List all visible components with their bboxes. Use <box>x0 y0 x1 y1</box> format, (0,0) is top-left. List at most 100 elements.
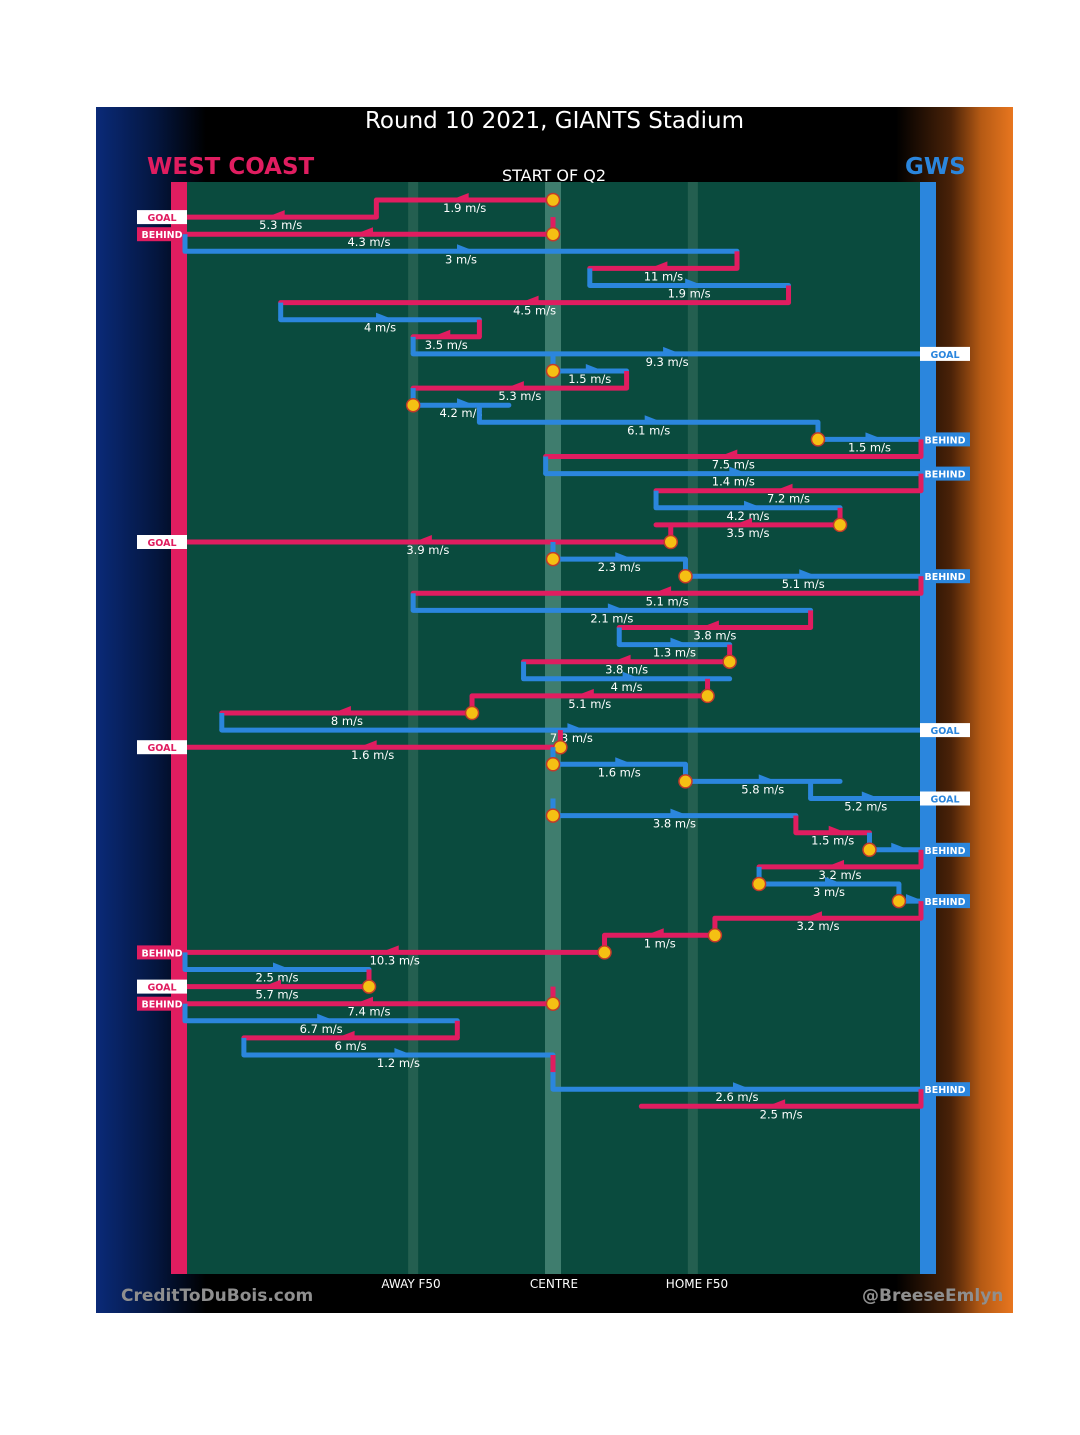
stoppage-marker <box>751 876 767 892</box>
chain-arrow <box>575 688 594 696</box>
chain-arrow <box>905 894 924 902</box>
result-badge <box>920 346 970 361</box>
result-label: BEHIND <box>141 948 182 959</box>
chain-arrow <box>607 603 626 611</box>
chain-arrow <box>432 329 451 337</box>
chain-arrow <box>332 706 351 713</box>
chain-arrow <box>685 278 704 286</box>
speed-label: 4.3 m/s <box>347 235 390 249</box>
chain-arrow <box>891 842 910 850</box>
stoppage-marker <box>707 928 723 943</box>
speed-label: 1.5 m/s <box>848 440 891 454</box>
result-label: BEHIND <box>141 230 182 241</box>
result-label: BEHIND <box>924 470 965 481</box>
speed-label: 6 m/s <box>335 1039 367 1053</box>
chain-arrow <box>263 979 281 987</box>
speed-label: 1 m/s <box>644 936 676 950</box>
result-label: BEHIND <box>924 435 965 446</box>
chain-arrow <box>457 398 475 406</box>
stoppage-marker <box>832 517 848 533</box>
chain-arrow <box>719 449 738 457</box>
result-badge <box>920 1082 970 1097</box>
credit-right: @BreeseEmlyn <box>862 1286 1004 1306</box>
chain-arrow <box>266 210 285 218</box>
chain-arrow <box>767 1099 786 1107</box>
speed-label: 3 m/s <box>813 885 845 899</box>
chain-arrow <box>653 586 672 594</box>
stoppage-marker <box>545 226 561 242</box>
stoppage-marker <box>545 757 561 772</box>
result-badge <box>920 842 970 857</box>
chain-arrow <box>644 415 663 423</box>
result-badge <box>920 723 970 738</box>
result-badge <box>920 894 970 909</box>
chain-arrow <box>567 723 586 731</box>
zone-label-centre: CENTRE <box>529 1277 579 1291</box>
chain-arrow <box>355 227 373 235</box>
chain-arrow <box>505 381 524 389</box>
speed-label: 1.2 m/s <box>377 1056 420 1070</box>
stoppage-marker <box>464 705 480 721</box>
chain-arrow <box>861 791 880 799</box>
speed-label: 5.1 m/s <box>782 577 825 591</box>
chain-arrow <box>380 945 399 953</box>
stoppage-marker <box>545 363 561 379</box>
speed-label: 5.7 m/s <box>255 988 298 1002</box>
result-label: BEHIND <box>924 1085 965 1096</box>
speed-label: 1.6 m/s <box>351 748 394 762</box>
chain-arrow <box>273 962 291 970</box>
speed-label: 5.2 m/s <box>844 800 887 814</box>
stoppage-marker <box>545 996 561 1011</box>
speed-label: 1.5 m/s <box>811 834 854 848</box>
speed-label: 4.5 m/s <box>513 304 556 318</box>
speed-label: 2.6 m/s <box>715 1090 758 1104</box>
speed-label: 3.9 m/s <box>406 543 449 557</box>
chain-arrow <box>670 637 689 645</box>
result-label: GOAL <box>930 350 959 361</box>
chain-arrow <box>744 500 763 508</box>
speed-label: 3.2 m/s <box>819 868 862 882</box>
speed-label: 3 m/s <box>445 252 477 266</box>
speed-label: 1.6 m/s <box>598 765 641 779</box>
result-label: BEHIND <box>924 897 965 908</box>
chain-arrow <box>358 740 377 748</box>
result-label: GOAL <box>147 983 176 994</box>
result-badge <box>137 740 187 755</box>
stoppage-marker <box>810 432 826 447</box>
speed-label: 5.1 m/s <box>568 697 611 711</box>
stoppage-marker <box>722 654 737 669</box>
team-right-label: GWS <box>905 154 966 180</box>
chart-title: Round 10 2021, GIANTS Stadium <box>364 108 744 134</box>
speed-label: 3.8 m/s <box>605 663 648 677</box>
chart-subtitle: START OF Q2 <box>501 166 607 185</box>
chain-arrow <box>615 552 634 560</box>
speed-label: 1.5 m/s <box>568 372 611 386</box>
team-left-label: WEST COAST <box>147 154 315 180</box>
speed-label: 2.1 m/s <box>590 611 633 625</box>
speed-label: 1.9 m/s <box>443 201 486 215</box>
result-label: GOAL <box>147 213 176 224</box>
chain-arrow <box>355 996 373 1004</box>
result-label: BEHIND <box>924 572 965 583</box>
chain-arrow <box>700 620 719 628</box>
speed-label: 10.3 m/s <box>370 953 420 967</box>
result-badge <box>920 569 970 584</box>
west-coast-goal-post <box>171 182 187 1274</box>
chain-arrow <box>585 364 604 371</box>
speed-label: 3.8 m/s <box>653 817 696 831</box>
chain-arrow <box>729 466 748 474</box>
speed-label: 2.5 m/s <box>255 971 298 985</box>
chain-arrow <box>865 432 884 440</box>
stoppage-marker <box>663 534 679 550</box>
chain-arrow <box>376 312 395 320</box>
chain-arrow <box>612 654 631 662</box>
chain-arrow <box>825 877 843 884</box>
stoppage-marker <box>678 774 693 789</box>
chain-arrow <box>799 569 818 577</box>
result-badge <box>137 227 187 242</box>
speed-label: 4.2 m/s <box>727 509 770 523</box>
speed-label: 6.7 m/s <box>300 1022 343 1036</box>
chain-arrow <box>336 1030 355 1038</box>
stoppage-marker <box>597 945 612 960</box>
